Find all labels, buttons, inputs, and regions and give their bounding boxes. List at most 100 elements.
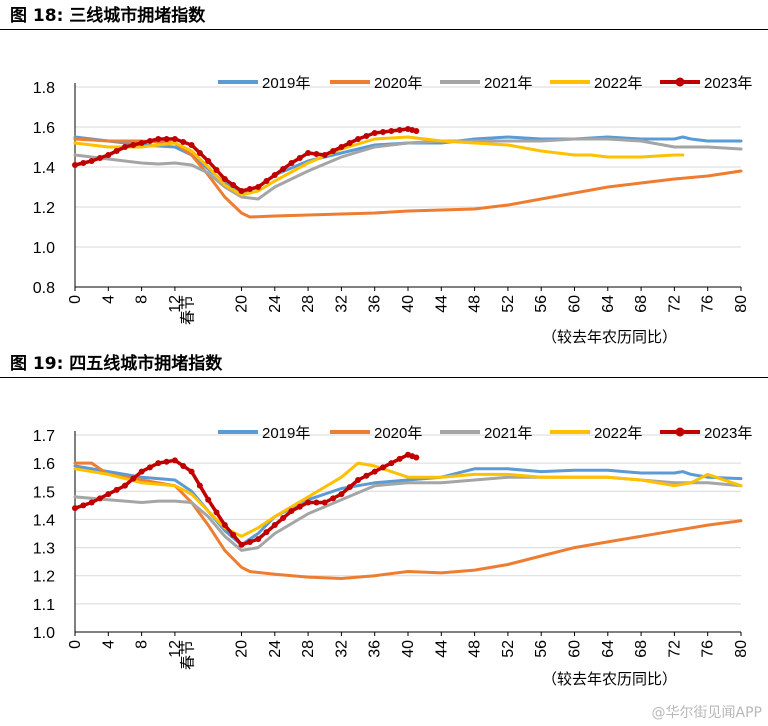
x-tick-label: 8 (134, 295, 151, 304)
series-marker-2023 (221, 522, 228, 529)
x-tick-label: 80 (733, 295, 750, 313)
series-marker-2023 (355, 136, 362, 142)
series-marker-2023 (72, 505, 78, 512)
series-marker-2023 (96, 155, 103, 161)
x-special-label: 春节 (179, 295, 196, 325)
series-marker-2023 (263, 178, 270, 184)
series-line-2020 (73, 137, 743, 219)
x-tick-label: 36 (367, 295, 384, 313)
x-tick-label: 24 (267, 295, 284, 313)
series-line-2020 (73, 461, 743, 580)
x-tick-label: 76 (700, 640, 717, 658)
series-line-2021 (73, 475, 743, 552)
x-tick-label: 48 (467, 295, 484, 313)
y-tick-label: 1.0 (33, 625, 55, 642)
series-marker-2023 (305, 499, 312, 506)
figure-18-title: 图 18: 三线城市拥堵指数 (0, 2, 768, 30)
legend-label: 2022年 (594, 425, 642, 442)
x-tick-label: 36 (367, 640, 384, 658)
series-marker-2023 (88, 158, 95, 164)
series-marker-2023 (138, 140, 145, 146)
series-marker-2023 (221, 176, 228, 182)
series-marker-2023 (280, 166, 287, 172)
y-tick-label: 1.2 (33, 569, 55, 586)
x-tick-label: 76 (700, 295, 717, 313)
series-marker-2023 (388, 128, 395, 134)
x-tick-label: 28 (300, 295, 317, 313)
series-marker-2023 (171, 136, 178, 142)
series-marker-2023 (271, 172, 278, 178)
series-marker-2023 (371, 130, 378, 136)
series-line-2022 (73, 135, 685, 197)
y-tick-label: 1.4 (33, 512, 55, 529)
legend-label: 2023年 (704, 425, 752, 442)
legend-label: 2021年 (484, 75, 532, 92)
series-marker-2023 (313, 499, 320, 506)
x-tick-label: 20 (234, 295, 251, 313)
x-tick-label: 44 (433, 640, 450, 658)
series-marker-2023 (338, 144, 345, 150)
series-line-2022 (73, 461, 743, 538)
legend-label: 2021年 (484, 425, 532, 442)
series-marker-2023 (230, 182, 237, 188)
series-line-2019 (73, 464, 743, 547)
series-marker-2023 (130, 475, 137, 482)
legend-label: 2020年 (374, 75, 422, 92)
chart-18-plot: 0.81.01.21.41.61.80 4 8 12 20 24 28 32 36 40 44 48 5… (33, 75, 753, 346)
x-tick-label: 32 (333, 640, 350, 658)
series-line-2021 (73, 137, 743, 201)
watermark: @华尔街见闻APP (651, 705, 762, 721)
legend-label: 2023年 (704, 75, 752, 92)
series-marker-2023 (321, 499, 328, 506)
series-marker-2023 (330, 148, 337, 154)
x-tick-label: 68 (633, 295, 650, 313)
series-marker-2023 (96, 495, 103, 502)
series-marker-2023 (230, 531, 237, 538)
x-tick-label: 56 (533, 640, 550, 658)
series-marker-2023 (105, 152, 112, 158)
x-tick-label: 12 (167, 295, 184, 313)
series-marker-2023 (396, 127, 403, 133)
x-tick-label: 60 (567, 295, 584, 313)
legend-label: 2019年 (262, 425, 310, 442)
series-marker-2023 (363, 133, 370, 139)
y-tick-label: 1.5 (33, 484, 55, 501)
x-tick-label: 40 (400, 640, 417, 658)
legend-label: 2022年 (594, 75, 642, 92)
y-tick-label: 1.2 (33, 200, 55, 217)
chart-19: 1.0 1.1 1.2 1.3 1.4 1.5 1.6 1.7 0 4 8 12 20 24 28 32 36 4… (0, 410, 768, 708)
series-marker-2023 (238, 188, 245, 194)
series-marker-2023 (155, 460, 162, 467)
series-marker-2023 (163, 136, 170, 142)
series-marker-2023 (288, 507, 295, 514)
x-tick-label: 12 (167, 640, 184, 658)
x-tick-label: 32 (333, 295, 350, 313)
series-marker-2023 (246, 538, 253, 545)
series-marker-2023 (330, 495, 337, 502)
x-tick-label: 72 (666, 640, 683, 658)
x-tick-label: 80 (733, 640, 750, 658)
series-marker-2023 (163, 458, 170, 465)
y-tick-label: 1.3 (33, 541, 55, 558)
series-marker-2023 (196, 482, 203, 489)
series-marker-2023 (288, 160, 295, 166)
series-marker-2023 (380, 129, 387, 135)
series-marker-2023 (205, 496, 212, 503)
series-marker-2023 (396, 455, 403, 462)
series-marker-2023 (72, 162, 78, 168)
series-marker-2023 (271, 522, 278, 529)
series-marker-2023 (255, 536, 262, 543)
chart-19-plot: 1.01.11.21.31.41.51.61.70 4 8 12 20 24 28 32 36 4… (33, 425, 753, 688)
series-marker-2023 (121, 482, 128, 489)
series-marker-2023 (380, 464, 387, 471)
legend-marker (675, 427, 685, 437)
legend-label: 2020年 (374, 425, 422, 442)
y-tick-label: 1.0 (33, 240, 55, 257)
figure-19-title: 图 19: 四五线城市拥堵指数 (0, 350, 768, 378)
x-tick-label: 60 (567, 640, 584, 658)
series-marker-2023 (205, 158, 212, 164)
series-marker-2023 (213, 509, 220, 516)
x-tick-label: 24 (267, 640, 284, 658)
series-marker-2023 (305, 150, 312, 156)
y-tick-label: 1.6 (33, 456, 55, 473)
